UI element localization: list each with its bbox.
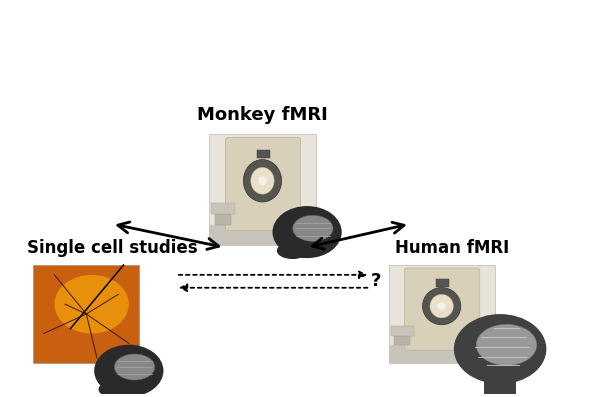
Text: Monkey fMRI: Monkey fMRI [197,106,328,124]
FancyBboxPatch shape [436,279,449,287]
Ellipse shape [430,295,454,318]
Ellipse shape [251,168,274,194]
FancyBboxPatch shape [209,225,316,245]
FancyBboxPatch shape [215,214,230,225]
Ellipse shape [438,302,446,310]
Text: ?: ? [371,272,381,291]
Ellipse shape [243,160,281,202]
Ellipse shape [454,314,546,384]
Ellipse shape [292,215,333,241]
Text: Human fMRI: Human fMRI [395,239,509,257]
FancyBboxPatch shape [405,268,480,350]
FancyBboxPatch shape [389,345,495,363]
FancyBboxPatch shape [390,326,414,335]
FancyBboxPatch shape [484,376,516,394]
FancyBboxPatch shape [209,134,316,245]
FancyBboxPatch shape [211,203,235,214]
FancyBboxPatch shape [257,150,270,158]
Ellipse shape [94,345,164,397]
Ellipse shape [273,206,341,258]
Text: Single cell studies: Single cell studies [27,239,198,257]
FancyBboxPatch shape [394,335,409,345]
Ellipse shape [476,324,537,366]
FancyBboxPatch shape [226,137,300,231]
Ellipse shape [258,176,267,185]
Ellipse shape [99,381,131,397]
FancyBboxPatch shape [33,265,139,363]
Ellipse shape [55,275,129,333]
Ellipse shape [277,242,308,259]
Ellipse shape [422,287,461,325]
Ellipse shape [115,354,155,380]
FancyBboxPatch shape [389,265,495,363]
